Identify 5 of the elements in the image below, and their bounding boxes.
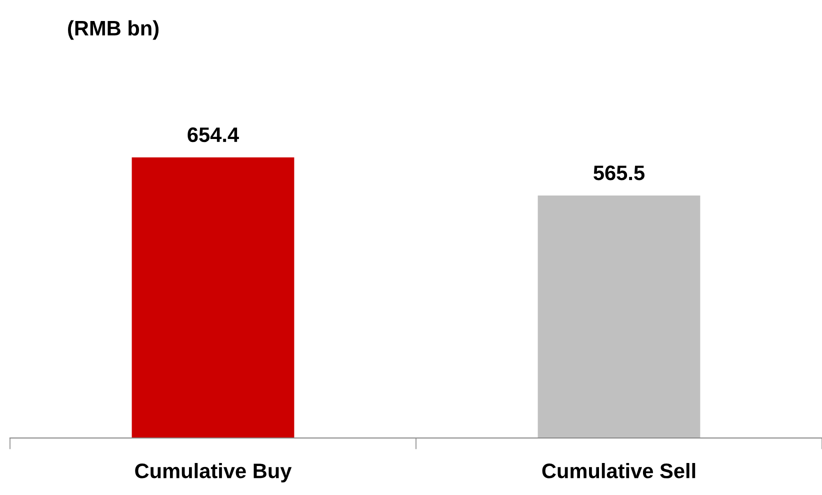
data-label: 565.5 — [594, 166, 644, 180]
data-label: 654.4 — [188, 127, 239, 142]
x-tick-label: Cumulative Buy — [135, 463, 292, 482]
x-tick-label: Cumulative Sell — [542, 463, 696, 478]
text: (RMB bn) — [68, 20, 159, 40]
